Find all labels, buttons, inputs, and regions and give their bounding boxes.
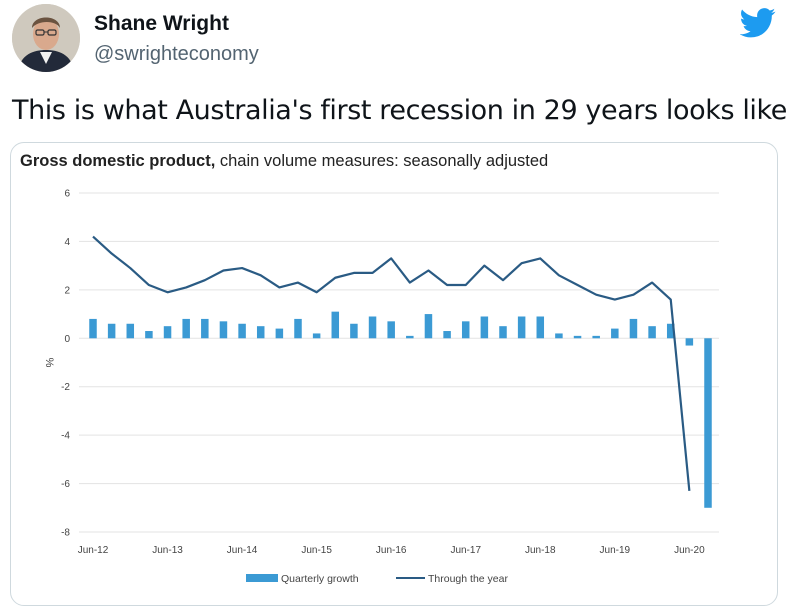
bar-quarterly-growth bbox=[108, 324, 116, 339]
bar-quarterly-growth bbox=[537, 316, 545, 338]
bar-quarterly-growth bbox=[592, 336, 600, 338]
bar-quarterly-growth bbox=[369, 316, 377, 338]
x-tick-label: Jun-12 bbox=[78, 545, 109, 556]
bar-quarterly-growth bbox=[238, 324, 246, 339]
bar-quarterly-growth bbox=[220, 321, 228, 338]
bar-quarterly-growth bbox=[127, 324, 135, 339]
bar-quarterly-growth bbox=[276, 329, 284, 339]
bar-quarterly-growth bbox=[499, 326, 507, 338]
y-tick-label: 2 bbox=[64, 285, 70, 296]
twitter-bird-icon[interactable] bbox=[740, 8, 776, 38]
chart-image-card[interactable]: Gross domestic product, chain volume mea… bbox=[10, 142, 778, 606]
bar-quarterly-growth bbox=[518, 316, 526, 338]
bar-quarterly-growth bbox=[182, 319, 190, 338]
y-tick-label: 0 bbox=[64, 334, 70, 345]
bar-quarterly-growth bbox=[406, 336, 414, 338]
x-tick-label: Jun-15 bbox=[301, 545, 332, 556]
author-name[interactable]: Shane Wright bbox=[94, 12, 229, 36]
y-tick-label: 4 bbox=[64, 237, 70, 248]
bar-quarterly-growth bbox=[555, 333, 563, 338]
y-tick-label: 6 bbox=[64, 189, 70, 200]
x-tick-label: Jun-16 bbox=[376, 545, 407, 556]
bar-quarterly-growth bbox=[462, 321, 470, 338]
legend-label-quarterly: Quarterly growth bbox=[281, 573, 359, 585]
bar-quarterly-growth bbox=[443, 331, 451, 338]
gdp-chart: 6 4 2 0 -2 -4 -6 -8% Jun-12 Jun-13 Jun-14 Jun-15 Jun… bbox=[11, 143, 777, 605]
bar-quarterly-growth bbox=[257, 326, 265, 338]
y-tick-label: -8 bbox=[61, 528, 70, 539]
bar-quarterly-growth bbox=[387, 321, 395, 338]
x-tick-label: Jun-18 bbox=[525, 545, 556, 556]
bar-quarterly-growth bbox=[164, 326, 172, 338]
bar-quarterly-growth bbox=[686, 338, 694, 345]
bar-quarterly-growth bbox=[294, 319, 302, 338]
bar-quarterly-growth bbox=[201, 319, 209, 338]
bar-quarterly-growth bbox=[89, 319, 97, 338]
x-tick-label: Jun-17 bbox=[450, 545, 481, 556]
bar-quarterly-growth bbox=[611, 329, 619, 339]
author-handle[interactable]: @swrighteconomy bbox=[94, 43, 259, 66]
bar-quarterly-growth bbox=[648, 326, 656, 338]
bar-quarterly-growth bbox=[704, 338, 712, 508]
x-tick-label: Jun-19 bbox=[600, 545, 631, 556]
author-photo bbox=[12, 4, 80, 72]
legend-swatch-bar bbox=[246, 574, 278, 582]
bar-quarterly-growth bbox=[630, 319, 638, 338]
bar-quarterly-growth bbox=[481, 316, 489, 338]
legend-label-through-year: Through the year bbox=[428, 573, 508, 585]
bar-quarterly-growth bbox=[145, 331, 153, 338]
bar-quarterly-growth bbox=[425, 314, 433, 338]
x-tick-label: Jun-14 bbox=[227, 545, 258, 556]
y-tick-label: -2 bbox=[61, 382, 70, 393]
bar-quarterly-growth bbox=[574, 336, 582, 338]
tweet-text: This is what Australia's first recession… bbox=[12, 95, 787, 126]
line-through-the-year bbox=[93, 237, 689, 491]
bar-quarterly-growth bbox=[332, 312, 340, 339]
y-tick-label: -6 bbox=[61, 479, 70, 490]
y-axis-label: % bbox=[43, 358, 55, 368]
author-avatar[interactable] bbox=[12, 4, 80, 72]
x-tick-label: Jun-13 bbox=[152, 545, 183, 556]
bar-quarterly-growth bbox=[313, 333, 321, 338]
bar-quarterly-growth bbox=[350, 324, 358, 339]
y-tick-label: -4 bbox=[61, 431, 70, 442]
x-tick-label: Jun-20 bbox=[674, 545, 705, 556]
